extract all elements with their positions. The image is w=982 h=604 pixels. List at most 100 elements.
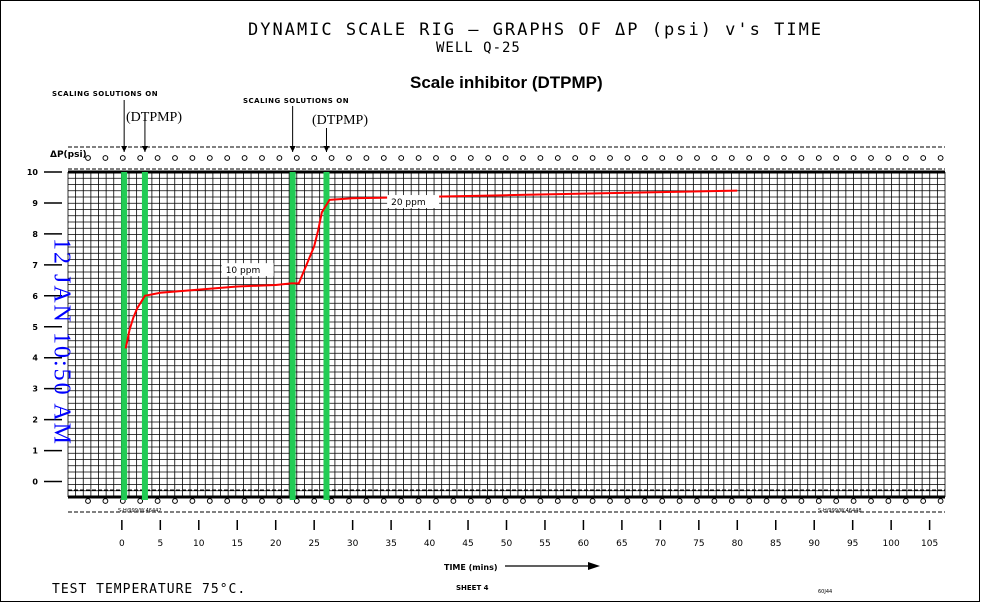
top-perforation-hole bbox=[554, 155, 561, 161]
scaling-solutions-label-1: SCALING SOLUTIONS ON bbox=[52, 90, 159, 98]
top-perforation-hole bbox=[189, 155, 196, 161]
ppm-label-1: 10 ppm bbox=[226, 266, 261, 276]
x-axis-arrow-head bbox=[588, 562, 600, 570]
top-perforation-hole bbox=[259, 155, 265, 161]
top-perforation-hole bbox=[293, 155, 300, 161]
bottom-perforation-hole bbox=[659, 498, 666, 504]
bottom-perforation-hole bbox=[102, 498, 109, 504]
y-tick-label: 1 bbox=[32, 447, 38, 456]
scaling-marker-bar bbox=[121, 172, 128, 500]
bottom-perforation-hole bbox=[937, 498, 944, 504]
top-perforation-hole bbox=[450, 155, 457, 161]
top-perforation-hole bbox=[398, 155, 405, 161]
bottom-perforation-hole bbox=[641, 498, 648, 504]
bottom-perforation-hole bbox=[276, 498, 283, 504]
x-tick-label: 50 bbox=[501, 539, 513, 549]
bottom-perforation-hole bbox=[746, 498, 753, 504]
bottom-perforation-hole bbox=[589, 498, 596, 504]
top-perforation-hole bbox=[711, 155, 718, 161]
top-perforation-hole bbox=[485, 155, 492, 161]
x-tick-label: 75 bbox=[693, 539, 704, 549]
bottom-perforation-hole bbox=[398, 498, 405, 504]
ppm-label-2: 20 ppm bbox=[391, 198, 426, 208]
x-tick-label: 15 bbox=[232, 539, 243, 549]
top-perforation-hole bbox=[276, 155, 283, 161]
top-perforation-hole bbox=[833, 155, 840, 161]
bottom-perforation-hole bbox=[798, 498, 805, 504]
bottom-perforation-hole bbox=[694, 498, 700, 504]
y-tick-label: 5 bbox=[32, 323, 38, 332]
x-tick-label: 100 bbox=[883, 539, 900, 549]
top-perforation-hole bbox=[746, 155, 753, 161]
top-perforation-hole bbox=[520, 155, 526, 161]
y-tick-label: 2 bbox=[32, 416, 38, 425]
top-perforation-hole bbox=[815, 155, 822, 161]
scaling-solutions-label-2: SCALING SOLUTIONS ON bbox=[243, 97, 350, 105]
top-perforation-hole bbox=[154, 155, 161, 161]
bottom-perforation-hole bbox=[885, 498, 892, 504]
top-perforation-hole bbox=[694, 155, 700, 161]
serial-right: S-H/999/W.46448 bbox=[818, 508, 862, 514]
x-tick-label: 60 bbox=[578, 539, 590, 549]
bottom-perforation-hole bbox=[711, 498, 718, 504]
scaling-marker-bar bbox=[323, 172, 330, 500]
top-perforation-hole bbox=[224, 155, 231, 161]
bottom-perforation-hole bbox=[763, 498, 770, 504]
pressure-curve bbox=[124, 189, 738, 349]
top-perforation-hole bbox=[241, 155, 248, 161]
bottom-perforation-hole bbox=[415, 498, 422, 504]
top-perforation-hole bbox=[728, 155, 735, 161]
top-perforation-hole bbox=[937, 155, 944, 161]
bottom-perforation-hole bbox=[154, 498, 161, 504]
serial-left: S-H/999/W.46442 bbox=[118, 508, 162, 514]
chart-title: DYNAMIC SCALE RIG — GRAPHS OF ΔP (psi) v… bbox=[248, 20, 824, 40]
bottom-perforation-hole bbox=[920, 498, 927, 504]
top-perforation-hole bbox=[85, 155, 91, 161]
x-tick-label: 45 bbox=[462, 539, 473, 549]
top-perforation-hole bbox=[119, 155, 126, 161]
scaling-marker-bar bbox=[289, 172, 296, 500]
bottom-perforation-hole bbox=[728, 498, 735, 504]
x-tick-label: 80 bbox=[732, 539, 744, 549]
top-perforation-hole bbox=[641, 155, 648, 161]
x-tick-label: 20 bbox=[270, 539, 282, 549]
bottom-perforation-hole bbox=[502, 498, 509, 504]
bottom-perforation-hole bbox=[380, 498, 387, 504]
scaling-arrow-2-head bbox=[141, 146, 148, 152]
dtpmp-label-2: (DTPMP) bbox=[312, 113, 369, 128]
chart-subtitle: WELL Q-25 bbox=[436, 40, 521, 56]
sheet-code: 60J44 bbox=[818, 589, 833, 595]
test-temperature: TEST TEMPERATURE 75°C. bbox=[52, 582, 247, 597]
bottom-perforation-hole bbox=[293, 498, 300, 504]
top-perforation-hole bbox=[380, 155, 387, 161]
bottom-perforation-hole bbox=[607, 498, 613, 504]
top-perforation-hole bbox=[102, 155, 109, 161]
x-tick-label: 0 bbox=[119, 539, 125, 549]
y-tick-label: 3 bbox=[32, 385, 38, 394]
bottom-perforation-hole bbox=[224, 498, 231, 504]
bottom-perforation-hole bbox=[189, 498, 196, 504]
ppm-label-bg bbox=[221, 263, 274, 277]
top-perforation-hole bbox=[781, 155, 787, 161]
x-tick-label: 55 bbox=[539, 539, 550, 549]
sheet-number: SHEET 4 bbox=[456, 584, 489, 592]
x-tick-label: 30 bbox=[347, 539, 359, 549]
bottom-perforation-hole bbox=[624, 498, 631, 504]
x-tick-label: 5 bbox=[157, 539, 163, 549]
top-perforation-hole bbox=[868, 155, 874, 161]
bottom-perforation-hole bbox=[850, 498, 857, 504]
x-tick-label: 95 bbox=[847, 539, 858, 549]
top-perforation-hole bbox=[798, 155, 805, 161]
bottom-perforation-hole bbox=[311, 498, 318, 504]
x-tick-label: 65 bbox=[616, 539, 627, 549]
top-perforation-hole bbox=[659, 155, 666, 161]
top-perforation-hole bbox=[763, 155, 770, 161]
inhibitor-title: Scale inhibitor (DTPMP) bbox=[410, 73, 603, 92]
dtpmp-label-1: (DTPMP) bbox=[126, 110, 183, 125]
bottom-perforation-hole bbox=[537, 498, 544, 504]
top-perforation-hole bbox=[607, 155, 613, 161]
bottom-perforation-hole bbox=[85, 498, 91, 504]
top-perforation-hole bbox=[172, 155, 178, 161]
bottom-perforation-hole bbox=[363, 498, 370, 504]
